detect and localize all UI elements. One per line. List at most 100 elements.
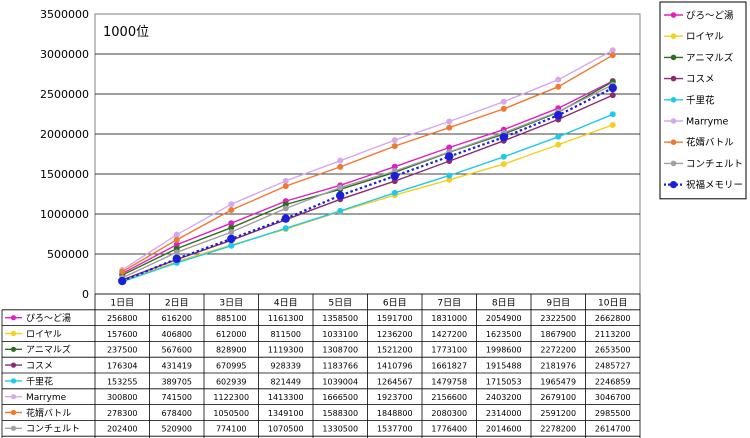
data-label: 2322500 bbox=[540, 314, 576, 323]
plot-area bbox=[94, 13, 641, 295]
data-label: 157600 bbox=[107, 330, 138, 339]
legend-marker bbox=[670, 160, 677, 167]
data-label: 1264567 bbox=[377, 377, 413, 386]
data-label: 2403200 bbox=[486, 393, 522, 402]
data-label: 1965479 bbox=[540, 377, 576, 386]
data-point bbox=[336, 191, 345, 200]
y-tick-label: 500000 bbox=[47, 248, 89, 261]
data-label: 2278200 bbox=[540, 425, 576, 434]
data-label: 1521200 bbox=[377, 346, 413, 355]
chart-annotation: 1000位 bbox=[103, 25, 149, 40]
data-point bbox=[337, 184, 344, 191]
data-point bbox=[282, 205, 289, 212]
data-point bbox=[609, 111, 616, 118]
data-point bbox=[445, 152, 454, 161]
data-label: 1661827 bbox=[431, 362, 467, 371]
data-label: 2246859 bbox=[595, 377, 631, 386]
data-point bbox=[500, 105, 507, 112]
data-label: 1715053 bbox=[486, 377, 522, 386]
data-point bbox=[555, 141, 562, 148]
data-label: 2080300 bbox=[431, 409, 467, 418]
data-point bbox=[500, 98, 507, 105]
data-label: 1915488 bbox=[486, 362, 522, 371]
data-label: 1308700 bbox=[322, 346, 358, 355]
y-tick-label: 3000000 bbox=[40, 48, 89, 61]
data-point bbox=[446, 124, 453, 131]
data-label: 567600 bbox=[161, 346, 192, 355]
data-point bbox=[500, 153, 507, 160]
data-label: 1122300 bbox=[213, 393, 249, 402]
data-label: 670995 bbox=[216, 362, 247, 371]
data-point bbox=[337, 163, 344, 170]
data-point bbox=[499, 133, 508, 142]
legend-marker bbox=[670, 118, 677, 124]
data-label: 1666500 bbox=[322, 393, 358, 402]
legend-label: コンチェルト bbox=[686, 159, 743, 170]
table-row-label: ロイヤル bbox=[26, 330, 62, 340]
data-point bbox=[554, 111, 563, 120]
table-legend-marker bbox=[10, 425, 17, 431]
table-legend-marker bbox=[10, 362, 17, 368]
legend-marker bbox=[670, 97, 677, 103]
legend-label: 花婿バトル bbox=[686, 137, 734, 149]
data-label: 1183766 bbox=[322, 362, 358, 371]
legend-marker bbox=[670, 33, 677, 39]
data-label: 1236200 bbox=[377, 330, 413, 339]
y-tick-label: 2000000 bbox=[40, 128, 89, 141]
data-label: 616200 bbox=[161, 314, 192, 323]
data-point bbox=[228, 220, 235, 227]
series-line bbox=[121, 81, 614, 276]
table-row-label: 花婿バトル bbox=[26, 407, 71, 419]
data-point bbox=[282, 177, 289, 184]
x-tick-label: 6日目 bbox=[383, 297, 407, 308]
legend-marker bbox=[669, 181, 678, 189]
x-tick-label: 10日目 bbox=[598, 297, 627, 308]
data-point bbox=[500, 161, 507, 168]
data-point bbox=[282, 183, 289, 190]
data-label: 278300 bbox=[107, 409, 138, 418]
data-point bbox=[609, 52, 616, 59]
data-label: 1033100 bbox=[322, 330, 358, 339]
series-line bbox=[121, 80, 614, 275]
data-point bbox=[172, 254, 181, 263]
data-label: 202400 bbox=[107, 425, 138, 434]
data-label: 1923700 bbox=[377, 393, 413, 402]
data-point bbox=[119, 268, 126, 275]
data-point bbox=[446, 176, 453, 183]
data-label: 828900 bbox=[216, 346, 247, 355]
table-row-label: アニマルズ bbox=[26, 344, 71, 356]
data-point bbox=[228, 201, 235, 208]
data-label: 1591700 bbox=[377, 314, 413, 323]
data-point bbox=[173, 236, 180, 243]
data-label: 1537700 bbox=[377, 425, 413, 434]
table-legend-marker bbox=[10, 315, 17, 321]
data-point bbox=[228, 229, 235, 236]
data-label: 1410796 bbox=[377, 362, 413, 371]
data-label: 431419 bbox=[161, 362, 192, 371]
data-label: 1050500 bbox=[213, 409, 249, 418]
y-tick-label: 0 bbox=[82, 288, 89, 301]
data-point bbox=[390, 171, 399, 181]
data-label: 821449 bbox=[270, 377, 301, 386]
data-label: 1161300 bbox=[268, 314, 304, 323]
data-label: 1867900 bbox=[540, 330, 576, 339]
data-point bbox=[282, 225, 289, 232]
data-point bbox=[391, 143, 398, 150]
table-legend-marker bbox=[10, 409, 17, 416]
data-label: 1119300 bbox=[268, 346, 304, 355]
data-label: 406800 bbox=[161, 330, 192, 339]
legend-marker bbox=[670, 12, 677, 18]
data-label: 2485727 bbox=[595, 362, 631, 371]
data-label: 1427200 bbox=[431, 330, 467, 339]
table-row-label: ぴろ〜ど湯 bbox=[26, 313, 71, 324]
data-label: 2679100 bbox=[540, 393, 576, 402]
x-tick-label: 3日目 bbox=[219, 297, 243, 308]
data-label: 2614700 bbox=[595, 425, 631, 434]
data-label: 602939 bbox=[216, 377, 247, 386]
data-label: 612000 bbox=[216, 330, 247, 339]
legend-label: アニマルズ bbox=[686, 52, 734, 64]
data-label: 1330500 bbox=[322, 425, 358, 434]
data-point bbox=[173, 231, 180, 238]
